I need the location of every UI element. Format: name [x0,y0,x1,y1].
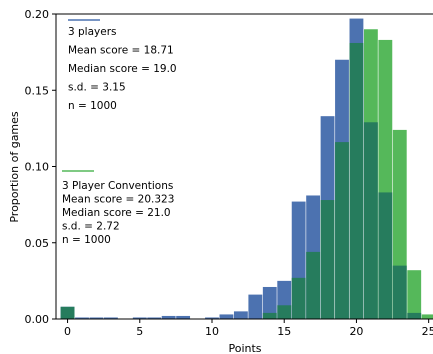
bar-8-series1 [176,315,191,319]
legend-2-line-1: 3 Player Conventions [62,180,173,192]
bar-19-overlap [335,142,349,319]
bar-14-overlap [262,312,277,319]
bar-20-overlap [349,42,364,319]
x-tick-label-20: 20 [349,325,363,338]
bar-24-series2 [407,270,422,319]
y-tick-label-4: 0.20 [25,8,50,21]
legend-2-line-4: s.d. = 2.72 [62,221,120,233]
y-tick-label-2: 0.10 [25,161,50,174]
bars-layer [60,18,433,320]
legend-1-line-5: n = 1000 [68,100,117,112]
bar-25-series2 [421,314,433,319]
bar-22-overlap [378,192,393,319]
bar-6-series1 [147,317,162,319]
legend-2-line-5: n = 1000 [62,234,111,246]
bar-18-overlap [320,200,335,319]
bar-12-series1 [233,311,248,319]
x-axis-title: Points [228,342,261,354]
x-tick-label-0: 0 [64,325,71,338]
legend-1-line-3: Median score = 19.0 [68,63,177,75]
axes-layer: 0 5 10 15 20 25 0.00 0.05 0.10 0.15 0.20 [25,8,433,338]
bar-23-overlap [392,265,407,319]
legend-2-line-3: Median score = 21.0 [62,207,171,219]
bar-21-overlap [363,122,378,320]
bar-15-overlap [277,305,292,319]
bar-3-series1 [103,317,118,319]
legend-1-line-1: 3 players [68,26,117,38]
legend-1-line-4: s.d. = 3.15 [68,82,126,94]
bar-2-series1 [89,317,104,319]
bar-1-series1 [75,317,89,319]
y-axis-title: Proportion of games [8,111,21,223]
x-tick-label-25: 25 [422,325,433,338]
bar-0-overlap [60,306,75,319]
legend-1-line-2: Mean score = 18.71 [68,45,174,57]
bar-17-overlap [306,251,321,319]
bar-7-series1 [161,315,176,319]
bar-5-series1 [132,317,147,319]
y-tick-label-0: 0.00 [25,313,50,326]
y-tick-label-1: 0.05 [25,237,50,250]
x-tick-label-15: 15 [277,325,291,338]
bar-11-series1 [219,314,234,319]
y-tick-label-3: 0.15 [25,84,50,97]
bar-16-overlap [291,277,306,319]
x-tick-label-5: 5 [136,325,143,338]
bar-24-overlap [407,312,422,319]
bar-10-series1 [205,317,219,319]
legend-2-line-2: Mean score = 20.323 [62,194,174,206]
bar-13-series1 [248,294,263,319]
legend: 3 players Mean score = 18.71 Median score … [62,19,177,246]
x-tick-label-10: 10 [205,325,219,338]
bar-14-series1 [262,286,277,319]
